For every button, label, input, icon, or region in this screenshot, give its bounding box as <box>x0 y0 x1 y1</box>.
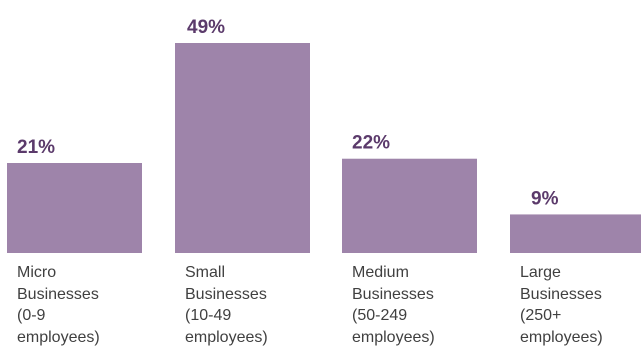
category-label-line: Large <box>520 264 561 281</box>
data-label-2: 22% <box>352 133 390 154</box>
category-label-line: (50-249 <box>352 307 408 324</box>
bar-3 <box>510 214 641 253</box>
category-label-line: (0-9 <box>17 307 46 324</box>
category-label-0: Micro Businesses (0-9 employees) <box>17 262 157 348</box>
category-label-2: Medium Businesses (50-249 employees) <box>352 262 492 348</box>
category-label-line: Businesses <box>352 285 434 303</box>
category-label-line: (250+ <box>520 307 562 324</box>
category-label-line: (10-49 <box>185 307 232 324</box>
category-label-line: employees) <box>17 328 100 346</box>
category-label-line: employees) <box>352 328 435 346</box>
data-label-1: 49% <box>187 17 225 38</box>
data-label-3: 9% <box>531 188 559 209</box>
category-label-line: Businesses <box>17 285 99 303</box>
bar-2 <box>342 158 477 253</box>
category-label-line: employees) <box>520 328 603 346</box>
category-label-1: Small Businesses (10-49 employees) <box>185 262 325 348</box>
bar-1 <box>175 43 310 253</box>
category-label-line: Small <box>185 264 226 281</box>
category-label-line: Businesses <box>520 285 602 303</box>
category-label-line: Businesses <box>185 285 267 303</box>
category-label-line: Medium <box>352 264 409 281</box>
category-label-3: Large Businesses (250+ employees) <box>520 262 641 348</box>
category-label-line: employees) <box>185 328 268 346</box>
category-label-line: Micro <box>17 264 57 281</box>
bar-0 <box>7 163 142 253</box>
data-label-0: 21% <box>17 137 55 158</box>
